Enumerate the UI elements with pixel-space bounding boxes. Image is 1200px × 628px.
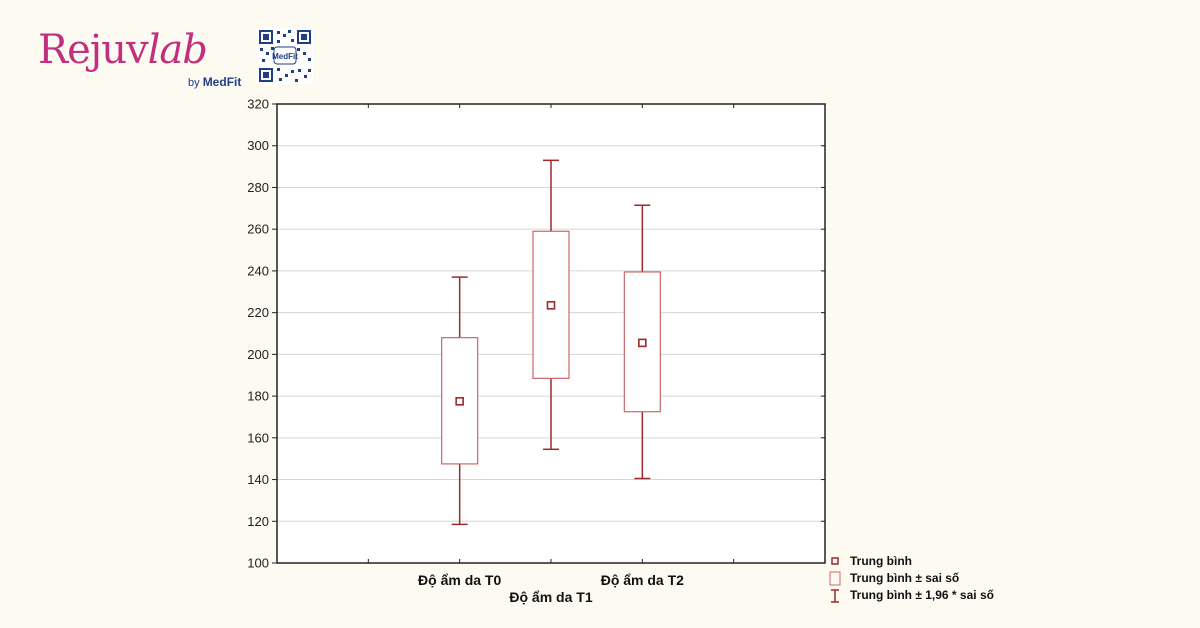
y-tick-label: 320 xyxy=(247,97,269,112)
qr-label: MedFit xyxy=(272,52,298,61)
y-tick-label: 240 xyxy=(247,263,269,278)
y-tick-label: 180 xyxy=(247,389,269,404)
brand-logo: Rejuvlab by MedFit xyxy=(38,30,258,90)
y-tick-label: 100 xyxy=(247,556,269,571)
chart: 100 120 140 160 180 200 220 240 260 280 300 320 Độ ẩ… xyxy=(236,92,836,621)
legend-item-whisker: Trung bình ± 1,96 * sai số xyxy=(828,587,994,604)
mean-marker xyxy=(638,338,647,348)
brand-sub-prefix: by xyxy=(188,77,200,89)
box-plot-chart: 100 120 140 160 180 200 220 240 260 280 300 320 Độ ẩ… xyxy=(247,97,826,605)
qr-code-icon: MedFit xyxy=(257,28,313,84)
box-icon xyxy=(829,571,841,586)
qr-code: MedFit xyxy=(257,28,313,84)
legend-label-whisker: Trung bình ± 1,96 * sai số xyxy=(850,588,994,602)
y-tick-label: 120 xyxy=(247,514,269,529)
mean-marker xyxy=(546,301,556,310)
y-tick-label: 200 xyxy=(247,347,269,362)
legend-item-box: Trung bình ± sai số xyxy=(828,570,994,587)
x-category-label: Độ ẩm da T0 xyxy=(418,572,501,588)
brand-sub-brand: MedFit xyxy=(202,75,242,89)
legend-item-mean: Trung bình xyxy=(828,553,994,570)
whisker-icon xyxy=(831,589,839,603)
brand-name-part2: lab xyxy=(147,27,208,73)
x-category-label: Độ ẩm da T1 xyxy=(509,589,592,605)
plot-frame xyxy=(276,103,826,564)
box xyxy=(441,337,479,465)
y-tick-label: 160 xyxy=(247,430,269,445)
box xyxy=(623,271,661,413)
legend-label-box: Trung bình ± sai số xyxy=(850,571,960,585)
brand-subtitle: by MedFit xyxy=(188,75,241,89)
legend-label-mean: Trung bình xyxy=(850,554,912,568)
y-tick-label: 220 xyxy=(247,305,269,320)
y-tick-label: 300 xyxy=(247,138,269,153)
mean-marker xyxy=(455,397,464,406)
y-tick-label: 260 xyxy=(247,222,269,237)
y-tick-label: 140 xyxy=(247,472,269,487)
box xyxy=(532,230,570,379)
brand-name-part1: Rejuv xyxy=(38,27,149,73)
y-tick-label: 280 xyxy=(247,180,269,195)
x-category-label: Độ ẩm da T2 xyxy=(601,572,684,588)
square-marker-icon xyxy=(831,557,839,565)
chart-legend: Trung bình Trung bình ± sai số Trung bìn… xyxy=(828,553,994,604)
brand-name: Rejuvlab xyxy=(38,27,208,73)
